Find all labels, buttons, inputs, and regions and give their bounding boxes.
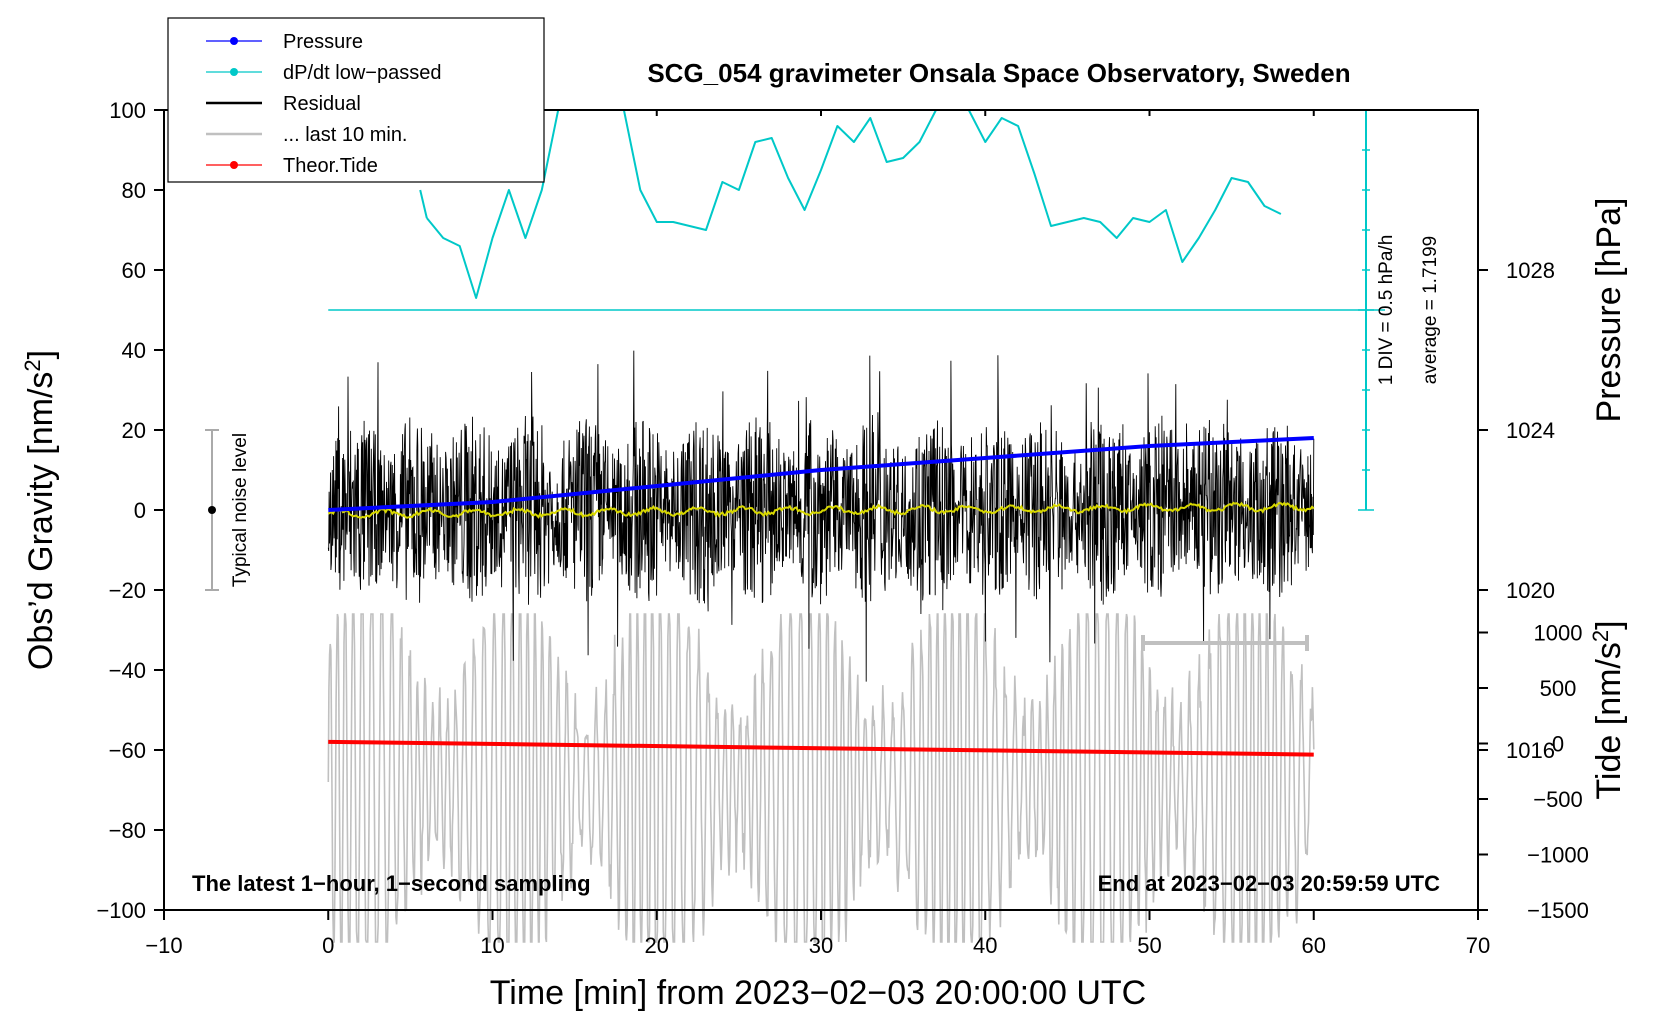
chart-title: SCG_054 gravimeter Onsala Space Observat… bbox=[647, 58, 1350, 88]
dpdt-line bbox=[426, 109, 1282, 299]
residual-line bbox=[327, 350, 1315, 682]
tide-tick-label: 500 bbox=[1540, 676, 1577, 701]
legend-marker bbox=[230, 68, 238, 76]
plot-frame bbox=[163, 109, 1479, 911]
x-tick-label: 10 bbox=[480, 933, 504, 958]
x-tick-label: 70 bbox=[1466, 933, 1490, 958]
pressure-series bbox=[328, 436, 1314, 512]
tide-tick-label: −1500 bbox=[1527, 898, 1589, 923]
tide-series bbox=[327, 613, 1315, 943]
tide-tick-label: −1000 bbox=[1527, 843, 1589, 868]
pressure-line bbox=[328, 436, 1314, 512]
x-tick-label: 60 bbox=[1302, 933, 1326, 958]
pressure-tick-label: 1024 bbox=[1506, 418, 1555, 443]
legend-label: ... last 10 min. bbox=[283, 124, 408, 146]
x-tick-label: 30 bbox=[809, 933, 833, 958]
tide-tick-label: −500 bbox=[1533, 787, 1583, 812]
legend-label: dP/dt low−passed bbox=[283, 62, 441, 84]
x-tick-label: 50 bbox=[1137, 933, 1161, 958]
scale-bar bbox=[1358, 109, 1374, 511]
y-axis-pressure-title: Pressure [hPa] bbox=[1590, 198, 1628, 423]
typical-noise-marker bbox=[205, 429, 219, 591]
y-tick-label: −20 bbox=[109, 578, 146, 603]
legend-marker bbox=[230, 37, 238, 45]
dpdt-lead bbox=[419, 189, 428, 219]
legend-label: Theor.Tide bbox=[283, 155, 378, 177]
legend: Pressure dP/dt low−passed Residual ... last… bbox=[167, 17, 545, 183]
tide-tick-label: 0 bbox=[1552, 732, 1564, 757]
typical-noise-label: Typical noise level bbox=[230, 433, 251, 587]
y-tick-label: −80 bbox=[109, 818, 146, 843]
y-tick-label: 100 bbox=[109, 98, 146, 123]
pressure-tick-label: 1028 bbox=[1506, 258, 1555, 283]
y-tick-label: 80 bbox=[122, 178, 146, 203]
y-tick-label: 60 bbox=[122, 258, 146, 283]
x-tick-label: 20 bbox=[645, 933, 669, 958]
pressure-tick-label: 1020 bbox=[1506, 578, 1555, 603]
y-tick-label: 40 bbox=[122, 338, 146, 363]
x-tick-label: −10 bbox=[145, 933, 182, 958]
y-axis-left-title: Obs’d Gravity [nm/s2] bbox=[20, 350, 60, 670]
pressure-tick-label: 1016 bbox=[1506, 738, 1555, 763]
y-tick-label: −40 bbox=[109, 658, 146, 683]
scale-div-label: 1 DIV = 0.5 hPa/h bbox=[1376, 235, 1397, 386]
residual-smoothed-line bbox=[327, 501, 1315, 519]
theor-tide-line bbox=[328, 739, 1314, 757]
y-tick-label: 20 bbox=[122, 418, 146, 443]
y-tick-label: −60 bbox=[109, 738, 146, 763]
last-10min-line bbox=[327, 613, 1315, 943]
last-10min-marker bbox=[1141, 635, 1309, 651]
y-axis-tide-title: Tide [nm/s2] bbox=[1588, 620, 1628, 799]
x-tick-label: 0 bbox=[322, 933, 334, 958]
y-tick-label: 0 bbox=[134, 498, 146, 523]
x-tick-label: 40 bbox=[973, 933, 997, 958]
legend-marker bbox=[230, 161, 238, 169]
axes: −10 0 10 20 30 40 50 60 70100806040200−20−40−60−… bbox=[96, 98, 1588, 958]
note-right: End at 2023−02−03 20:59:59 UTC bbox=[1098, 871, 1441, 896]
tide-tick-label: 1000 bbox=[1534, 621, 1583, 646]
note-left: The latest 1−hour, 1−second sampling bbox=[192, 871, 591, 896]
y-tick-label: −100 bbox=[96, 898, 146, 923]
legend-label: Residual bbox=[283, 93, 361, 115]
scale-avg-label: average = 1.7199 bbox=[1420, 236, 1441, 384]
legend-label: Pressure bbox=[283, 31, 363, 53]
residual-series bbox=[327, 350, 1315, 682]
x-axis-title: Time [min] from 2023−02−03 20:00:00 UTC bbox=[490, 974, 1146, 1012]
